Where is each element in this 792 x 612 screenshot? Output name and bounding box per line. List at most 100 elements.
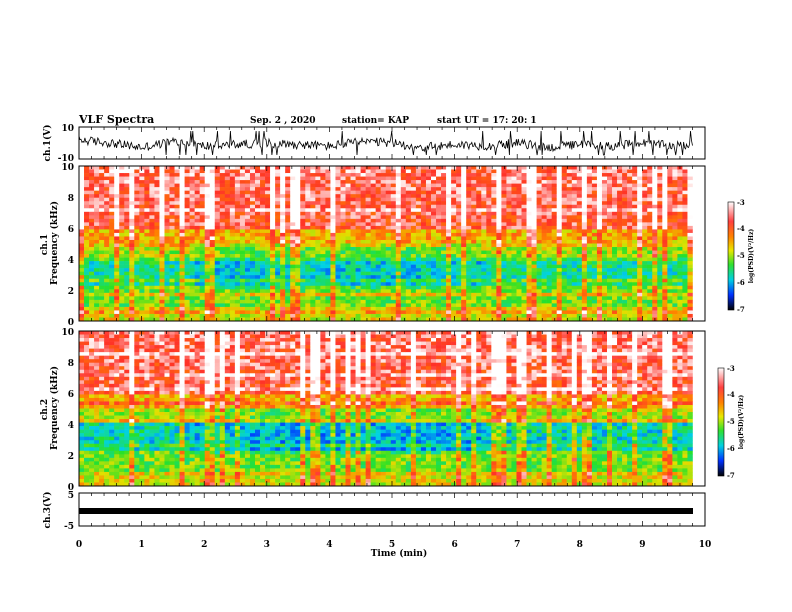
spectrogram-cell xyxy=(169,232,175,237)
spectrogram-cell xyxy=(189,236,195,241)
spectrogram-cell xyxy=(632,208,638,213)
spectrogram-cell xyxy=(295,317,301,322)
spectrogram-cell xyxy=(521,229,527,234)
spectrogram-cell xyxy=(516,299,522,304)
spectrogram-cell xyxy=(134,236,140,241)
spectrogram-cell xyxy=(360,208,366,213)
spectrogram-cell xyxy=(189,176,195,181)
spectrogram-cell xyxy=(179,306,185,311)
spectrogram-cell xyxy=(270,250,276,255)
spectrogram-cell xyxy=(315,243,321,248)
spectrogram-cell xyxy=(612,201,618,206)
spectrogram-cell xyxy=(204,194,211,198)
spectrogram-cell xyxy=(591,180,598,184)
spectrogram-cell xyxy=(129,254,135,258)
spectrogram-cell xyxy=(431,166,437,170)
spectrogram-cell xyxy=(224,218,231,223)
spectrogram-cell xyxy=(119,292,125,297)
spectrogram-cell xyxy=(305,261,311,265)
spectrogram-cell xyxy=(405,222,412,227)
spectrogram-cell xyxy=(219,211,226,216)
spectrogram-cell xyxy=(134,187,140,191)
spectrogram-cell xyxy=(350,299,356,304)
spectrogram-cell xyxy=(405,282,412,287)
spectrogram-cell xyxy=(431,180,437,184)
spectrogram-cell xyxy=(622,208,628,213)
spectrogram-cell xyxy=(249,215,256,220)
spectrogram-cell xyxy=(295,261,301,265)
spectrogram-cell xyxy=(310,169,316,174)
spectrogram-cell xyxy=(461,317,467,322)
spectrogram-cell xyxy=(239,169,246,174)
spectrogram-cell xyxy=(149,264,155,269)
spectrogram-cell xyxy=(219,261,226,265)
spectrogram-cell xyxy=(84,317,90,322)
spectrogram-cell xyxy=(149,194,155,198)
spectrogram-cell xyxy=(305,169,311,174)
spectrogram-cell xyxy=(189,180,195,184)
spectrogram-cell xyxy=(300,197,306,202)
spectrogram-cell xyxy=(295,268,301,272)
spectrogram-cell xyxy=(144,190,150,195)
spectrogram-cell xyxy=(345,180,351,184)
spectrogram-cell xyxy=(265,310,271,315)
spectrogram-cell xyxy=(224,313,231,318)
spectrogram-cell xyxy=(586,268,593,272)
spectrogram-cell xyxy=(295,236,301,241)
spectrogram-cell xyxy=(124,166,130,170)
spectrogram-cell xyxy=(441,169,447,174)
spectrogram-cell xyxy=(134,211,140,216)
spectrogram-cell xyxy=(466,180,472,184)
spectrogram-cell xyxy=(144,285,150,290)
spectrogram-cell xyxy=(179,250,185,255)
spectrogram-cell xyxy=(385,173,392,177)
spectrogram-cell xyxy=(119,247,125,251)
spectrogram-cell xyxy=(330,166,336,170)
spectrogram-cell xyxy=(114,282,120,287)
spectrogram-cell xyxy=(169,306,175,311)
spectrogram-cell xyxy=(446,197,452,202)
spectrogram-cell xyxy=(526,289,532,294)
spectrogram-cell xyxy=(370,201,376,206)
spectrogram-cell xyxy=(390,225,397,230)
spectrogram-cell xyxy=(265,306,271,311)
spectrogram-cell xyxy=(335,222,341,227)
spectrogram-cell xyxy=(496,289,502,294)
spectrogram-cell xyxy=(249,222,256,227)
spectrogram-cell xyxy=(249,306,256,311)
spectrogram-cell xyxy=(189,317,195,322)
spectrogram-cell xyxy=(541,190,547,195)
spectrogram-cell xyxy=(104,232,110,237)
spectrogram-cell xyxy=(94,183,100,188)
spectrogram-cell xyxy=(275,190,281,195)
spectrogram-cell xyxy=(501,204,507,209)
spectrogram-cell xyxy=(139,239,145,244)
spectrogram-cell xyxy=(350,204,356,209)
spectrogram-cell xyxy=(350,254,356,258)
spectrogram-cell xyxy=(446,278,452,283)
spectrogram-cell xyxy=(622,275,628,280)
spectrogram-cell xyxy=(335,296,341,301)
spectrogram-cell xyxy=(295,173,301,177)
spectrogram-cell xyxy=(345,306,351,311)
spectrogram-cell xyxy=(260,271,266,276)
spectrogram-cell xyxy=(410,190,417,195)
spectrogram-cell xyxy=(154,236,160,241)
spectrogram-cell xyxy=(260,289,266,294)
spectrogram-cell xyxy=(400,271,407,276)
spectrogram-cell xyxy=(214,201,221,206)
spectrogram-cell xyxy=(365,275,371,280)
spectrogram-cell xyxy=(164,257,170,262)
spectrogram-cell xyxy=(456,169,462,174)
spectrogram-cell xyxy=(265,243,271,248)
spectrogram-cell xyxy=(370,211,376,216)
spectrogram-cell xyxy=(335,229,341,234)
spectrogram-cell xyxy=(375,208,382,213)
spectrogram-cell xyxy=(164,204,170,209)
spectrogram-cell xyxy=(546,257,552,262)
spectrogram-cell xyxy=(79,289,85,294)
spectrogram-cell xyxy=(506,166,512,170)
spectrogram-cell xyxy=(99,201,105,206)
spectrogram-cell xyxy=(405,278,412,283)
spectrogram-cell xyxy=(441,180,447,184)
